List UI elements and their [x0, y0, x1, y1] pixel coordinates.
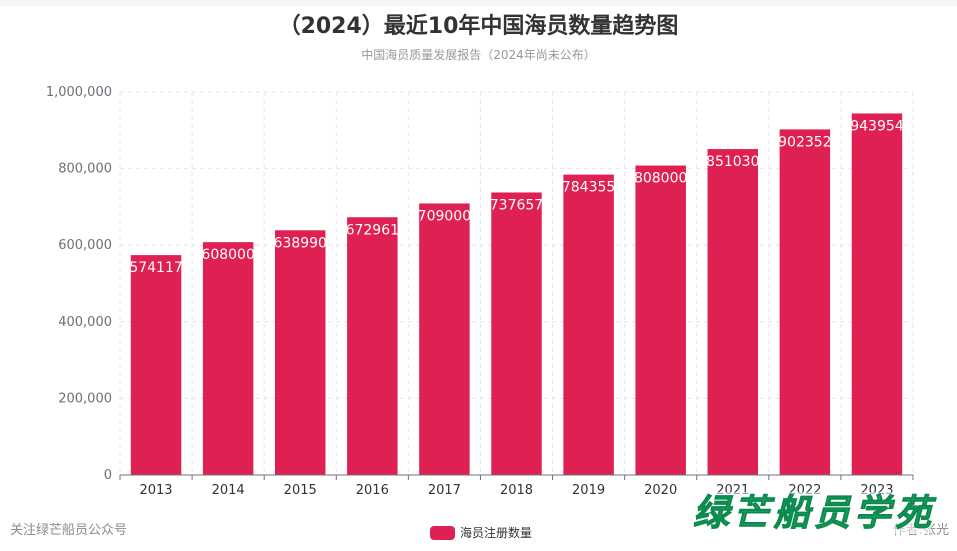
bar: [274, 230, 326, 475]
x-tick-label: 2013: [139, 483, 172, 498]
watermark-char: 学: [854, 492, 891, 535]
x-tick-label: 2018: [500, 483, 533, 498]
bar: [779, 129, 831, 476]
y-tick-label: 200,000: [58, 391, 112, 406]
y-tick-label: 600,000: [58, 238, 112, 253]
y-tick-label: 0: [104, 468, 112, 483]
bar-data-label: 672961: [346, 222, 399, 238]
bar: [419, 203, 470, 475]
bar-data-label: 902352: [778, 134, 831, 150]
bar: [491, 192, 542, 476]
x-tick-label: 2020: [644, 483, 677, 498]
bar-data-label: 638990: [274, 235, 327, 251]
x-tick-label: 2015: [284, 483, 317, 498]
chart-subtitle: 中国海员质量发展报告（2024年尚未公布）: [361, 48, 596, 62]
watermark-char: 芒: [733, 492, 770, 535]
bar-data-label: 608000: [201, 247, 254, 263]
watermark-char: 绿: [692, 492, 730, 535]
x-tick-label: 2016: [356, 483, 389, 498]
bar: [130, 255, 182, 475]
bar-data-label: 784355: [562, 180, 615, 196]
watermark-logo: 绿 芒 船 员 学 苑: [692, 492, 931, 535]
watermark-char: 苑: [894, 492, 931, 535]
bar: [707, 149, 759, 475]
y-tick-label: 1,000,000: [46, 85, 112, 100]
watermark-char: 员: [814, 492, 851, 535]
x-tick-label: 2017: [428, 483, 461, 498]
chart-legend[interactable]: 海员注册数量: [430, 524, 532, 541]
bar-data-label: 808000: [634, 171, 687, 187]
x-tick-label: 2019: [572, 483, 605, 498]
bar: [563, 174, 614, 475]
bar: [347, 217, 398, 476]
legend-swatch: [430, 525, 455, 540]
bar: [635, 165, 686, 475]
bar-data-label: 574117: [129, 260, 182, 276]
bar: [851, 113, 903, 476]
bar-data-label: 851030: [706, 154, 759, 170]
y-tick-label: 400,000: [58, 315, 112, 330]
bar-data-label: 943954: [850, 118, 904, 134]
bar-data-label: 709000: [418, 208, 471, 224]
legend-label: 海员注册数量: [460, 526, 533, 540]
watermark-char: 船: [773, 492, 810, 535]
bar-data-label: 737657: [490, 197, 543, 213]
bar: [202, 242, 254, 475]
footer-left-note: 关注绿芒船员公众号: [10, 523, 128, 538]
x-tick-label: 2014: [212, 483, 245, 498]
y-tick-label: 800,000: [58, 162, 112, 177]
chart-title: （2024）最近10年中国海员数量趋势图: [278, 14, 679, 39]
